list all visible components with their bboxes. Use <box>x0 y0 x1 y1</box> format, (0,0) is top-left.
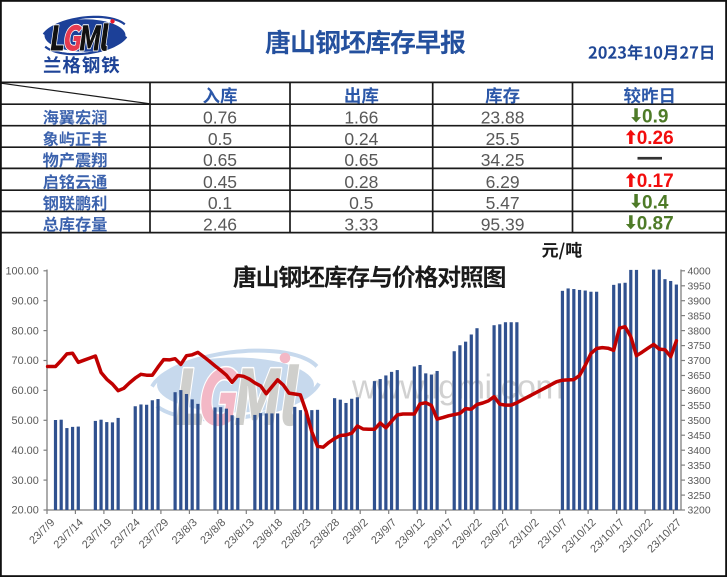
svg-text:80.00: 80.00 <box>12 325 39 337</box>
svg-text:3550: 3550 <box>688 401 711 412</box>
svg-text:0.65: 0.65 <box>203 150 237 170</box>
svg-text:3900: 3900 <box>688 296 711 307</box>
svg-text:3300: 3300 <box>688 476 711 487</box>
svg-text:0.5: 0.5 <box>208 129 232 149</box>
svg-text:3950: 3950 <box>688 281 711 292</box>
svg-text:60.00: 60.00 <box>12 385 39 397</box>
svg-text:3850: 3850 <box>688 311 711 322</box>
svg-text:50.00: 50.00 <box>12 415 39 427</box>
svg-text:3500: 3500 <box>688 416 711 427</box>
svg-text:4000: 4000 <box>688 267 711 278</box>
svg-text:3400: 3400 <box>688 446 711 457</box>
svg-text:0.28: 0.28 <box>344 172 378 192</box>
svg-text:www.lgmi.com: www.lgmi.com <box>351 369 563 407</box>
svg-text:100.00: 100.00 <box>5 266 38 278</box>
svg-text:6.29: 6.29 <box>486 172 520 192</box>
svg-text:0.1: 0.1 <box>208 193 232 213</box>
svg-text:3600: 3600 <box>688 386 711 397</box>
svg-text:90.00: 90.00 <box>12 295 39 307</box>
svg-text:34.25: 34.25 <box>481 150 525 170</box>
svg-text:25.5: 25.5 <box>486 129 520 149</box>
svg-text:3450: 3450 <box>688 431 711 442</box>
svg-text:3700: 3700 <box>688 356 711 367</box>
svg-text:70.00: 70.00 <box>12 355 39 367</box>
svg-text:0.26: 0.26 <box>637 128 674 149</box>
svg-text:0.5: 0.5 <box>349 193 373 213</box>
svg-text:3.33: 3.33 <box>344 214 378 234</box>
svg-text:0.9: 0.9 <box>642 107 668 128</box>
svg-text:5.47: 5.47 <box>486 193 520 213</box>
svg-text:23.88: 23.88 <box>481 108 525 128</box>
svg-text:3250: 3250 <box>688 491 711 502</box>
svg-text:3650: 3650 <box>688 371 711 382</box>
svg-text:3750: 3750 <box>688 341 711 352</box>
svg-text:3350: 3350 <box>688 461 711 472</box>
svg-text:3800: 3800 <box>688 326 711 337</box>
svg-text:95.39: 95.39 <box>481 214 525 234</box>
svg-text:0.24: 0.24 <box>344 129 378 149</box>
svg-text:30.00: 30.00 <box>12 475 39 487</box>
svg-text:0.45: 0.45 <box>203 172 237 192</box>
svg-text:0.65: 0.65 <box>344 150 378 170</box>
svg-text:40.00: 40.00 <box>12 445 39 457</box>
svg-text:0.87: 0.87 <box>637 214 674 235</box>
svg-text:0.17: 0.17 <box>637 171 674 192</box>
svg-text:0.76: 0.76 <box>203 108 237 128</box>
svg-text:2.46: 2.46 <box>203 214 237 234</box>
svg-text:1.66: 1.66 <box>344 108 378 128</box>
svg-text:0.4: 0.4 <box>642 192 669 213</box>
svg-text:3200: 3200 <box>688 506 711 517</box>
svg-text:20.00: 20.00 <box>12 505 39 517</box>
